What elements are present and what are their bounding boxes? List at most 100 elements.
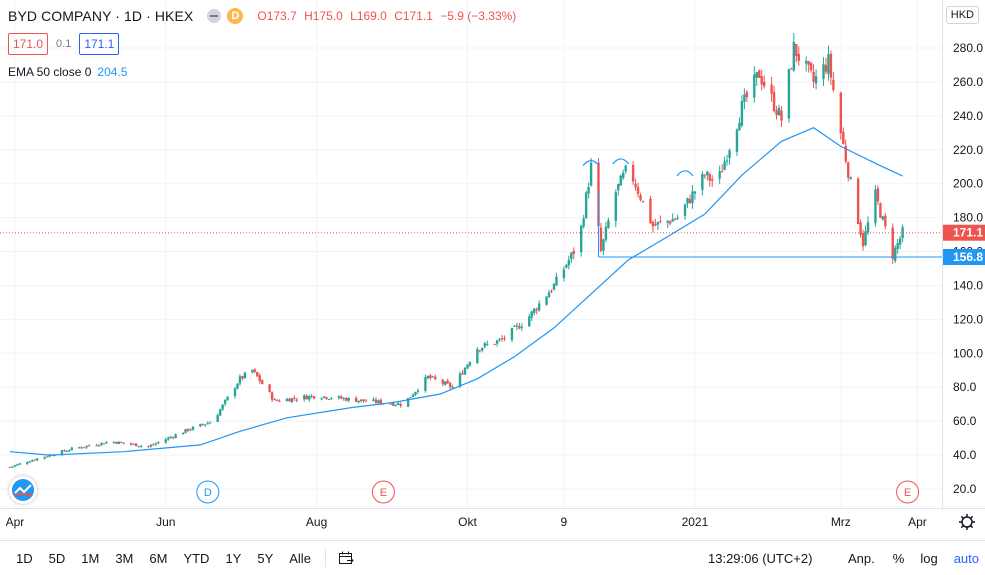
candle-body — [723, 161, 726, 170]
tradingview-logo[interactable] — [9, 476, 37, 504]
candle-body — [530, 311, 533, 318]
candle-body — [399, 404, 402, 406]
indicator-legend[interactable]: EMA 50 close 0 204.5 — [8, 65, 127, 79]
candle-body — [31, 460, 34, 462]
open-value: O173.7 — [257, 9, 297, 23]
candle-body — [223, 400, 227, 404]
candle-body — [518, 326, 521, 329]
candle-body — [555, 276, 558, 286]
candle-body — [441, 379, 444, 384]
clock-timezone[interactable]: 13:29:06 (UTC+2) — [708, 550, 813, 566]
price-axis-label: 80.0 — [953, 380, 977, 394]
timeframe-ytd[interactable]: YTD — [183, 550, 210, 566]
candle-body — [792, 41, 796, 71]
candle-body — [686, 197, 689, 204]
candle-body — [115, 442, 118, 444]
candle-body — [322, 396, 326, 398]
timeframe-1y[interactable]: 1Y — [225, 550, 242, 566]
candle-body — [634, 183, 637, 188]
candle-body — [513, 325, 516, 327]
bid-price[interactable]: 171.0 — [8, 33, 49, 55]
candle-body — [579, 225, 583, 253]
candle-body — [186, 428, 190, 431]
candle-body — [859, 222, 862, 235]
candle-body — [236, 383, 239, 389]
candle-body — [745, 92, 749, 98]
candle-body — [461, 372, 464, 375]
percent-toggle[interactable]: % — [892, 550, 905, 566]
candle-body — [189, 429, 192, 431]
peak-arc-drawing[interactable] — [676, 170, 694, 177]
candle-body — [701, 173, 704, 190]
calendar-range-icon[interactable] — [338, 550, 354, 566]
adjust-toggle[interactable]: Anp. — [848, 550, 875, 566]
price-axis-label: 260.0 — [953, 75, 983, 89]
candle-body — [797, 53, 800, 61]
timeframe-5d[interactable]: 5D — [48, 550, 66, 566]
timeframe-all[interactable]: Alle — [289, 550, 311, 566]
candle-body — [669, 221, 672, 224]
candle-body — [285, 398, 289, 402]
price-axis-label: 20.0 — [953, 482, 977, 496]
candle-body — [342, 398, 346, 400]
candle-body — [345, 398, 348, 401]
candle-body — [718, 171, 721, 179]
currency-badge[interactable]: HKD — [945, 6, 979, 24]
candle-body — [849, 177, 852, 179]
candle-body — [253, 369, 256, 372]
candle-body — [120, 442, 123, 444]
candle-body — [772, 92, 776, 111]
candle-body — [814, 76, 818, 84]
log-toggle[interactable]: log — [920, 550, 938, 566]
settings-gear-icon[interactable] — [961, 516, 973, 528]
candle-body — [209, 422, 212, 424]
symbol-title[interactable]: BYD COMPANY · 1D · HKEX — [8, 8, 194, 24]
data-delay-badge: D — [227, 8, 244, 24]
candle-body — [132, 443, 135, 445]
candle-body — [824, 64, 828, 72]
timeframe-1d[interactable]: 1D — [16, 550, 33, 566]
candle-body — [216, 415, 219, 423]
candle-body — [112, 441, 116, 443]
event-marker-dividend[interactable] — [196, 480, 220, 504]
event-marker-earnings[interactable] — [896, 480, 920, 504]
candle-body — [409, 397, 412, 399]
timeframe-3m[interactable]: 3M — [115, 550, 134, 566]
candle-body — [533, 308, 536, 313]
candle-body — [755, 72, 758, 78]
candle-body — [340, 396, 343, 399]
candle-body — [117, 441, 120, 445]
ask-price[interactable]: 171.1 — [79, 33, 120, 55]
candle-body — [636, 187, 640, 194]
candle-body — [656, 221, 660, 225]
candle-body — [762, 81, 766, 87]
price-axis-label: 140.0 — [953, 278, 983, 292]
peak-arc-drawing[interactable] — [612, 158, 630, 165]
candle-body — [184, 428, 187, 433]
timeframe-5y[interactable]: 5Y — [257, 550, 274, 566]
peak-arc-drawing[interactable] — [582, 160, 600, 167]
candle-body — [251, 369, 254, 373]
candle-body — [790, 68, 793, 70]
candle-body — [63, 450, 66, 452]
bid-ask-row: 171.0 0.1 171.1 — [8, 33, 120, 55]
candle-body — [290, 398, 294, 403]
candle-body — [478, 350, 482, 352]
candle-body — [495, 340, 499, 344]
candle-body — [468, 362, 472, 366]
candle-body — [169, 437, 172, 439]
candle-body — [226, 396, 229, 401]
timeframe-6m[interactable]: 6M — [149, 550, 168, 566]
settings-gear-tooth — [960, 515, 964, 519]
candle-body — [567, 259, 571, 266]
event-marker-earnings[interactable] — [371, 480, 395, 504]
timeframe-1m[interactable]: 1M — [81, 550, 100, 566]
candle-body — [397, 403, 400, 405]
candle-body — [8, 466, 12, 468]
candle-body — [725, 160, 729, 162]
candle-body — [622, 172, 625, 178]
candle-body — [218, 409, 222, 416]
auto-scale-toggle[interactable]: auto — [953, 550, 979, 566]
